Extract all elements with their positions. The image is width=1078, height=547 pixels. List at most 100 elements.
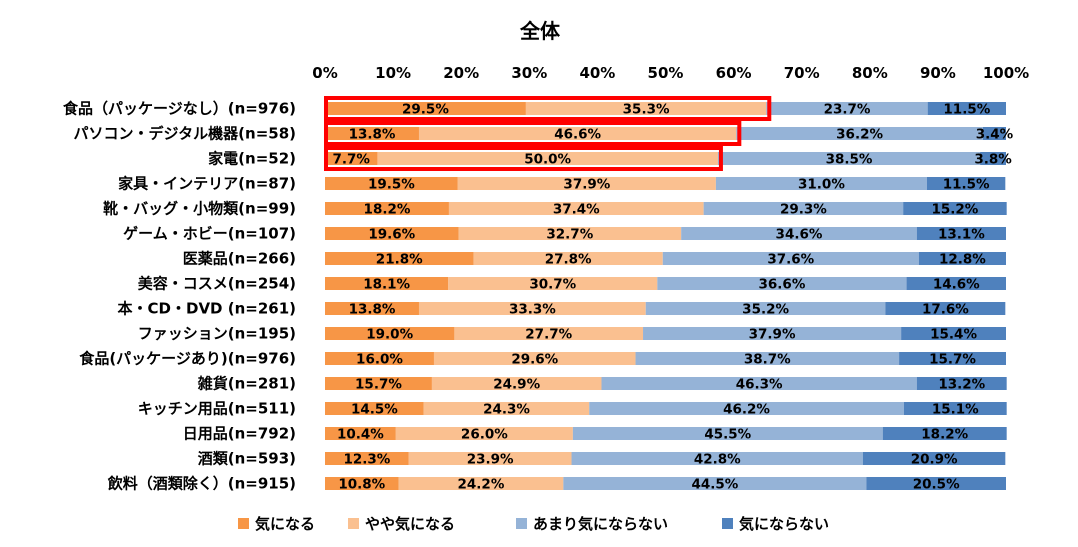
bar-segment xyxy=(325,402,424,415)
category-label: 家具・インテリア(n=87) xyxy=(118,175,296,193)
data-label: 18.2% xyxy=(921,427,968,443)
category-labels: 食品（パッケージなし）(n=976) パソコン・デジタル機器(n=58) 家電(n=… xyxy=(63,100,296,493)
bar-segment xyxy=(982,127,1006,140)
x-axis: 0% 10% 20% 30% 40% 50% 60% 70% 80% 90% 100% xyxy=(312,64,1029,82)
data-label: 15.2% xyxy=(932,202,979,218)
bar-segment xyxy=(433,352,636,365)
chart-title: 全体 xyxy=(519,19,561,43)
category-label: パソコン・デジタル機器(n=58) xyxy=(73,125,296,143)
bar-segment xyxy=(325,427,396,440)
legend: 気になる やや気になる あまり気にならない 気にならない xyxy=(238,515,829,533)
legend-swatch xyxy=(516,518,527,529)
bar-segment xyxy=(423,402,590,415)
category-label: 雑貨(n=281) xyxy=(197,375,296,393)
bar-segment xyxy=(325,152,378,165)
category-label: キッチン用品(n=511) xyxy=(138,400,296,418)
bar-segment xyxy=(736,127,983,140)
data-label: 34.6% xyxy=(776,227,823,243)
bar-segment xyxy=(325,102,526,115)
data-label: 37.4% xyxy=(553,202,600,218)
bar-segment xyxy=(885,302,1006,315)
bar-segment xyxy=(325,177,458,190)
data-label: 19.0% xyxy=(366,327,413,343)
data-label: 15.7% xyxy=(355,377,402,393)
data-label: 29.3% xyxy=(780,202,827,218)
x-tick-label: 40% xyxy=(579,64,615,82)
bar-segment xyxy=(325,277,449,290)
bar-segment xyxy=(448,202,704,215)
bar-segment xyxy=(525,102,767,115)
data-label: 24.3% xyxy=(483,402,530,418)
x-tick-label: 10% xyxy=(375,64,411,82)
data-label: 37.9% xyxy=(563,177,610,193)
data-label: 13.8% xyxy=(349,127,396,143)
data-label: 21.8% xyxy=(376,252,423,268)
data-label: 35.2% xyxy=(742,302,789,318)
bar-segment xyxy=(395,427,573,440)
bar-segment xyxy=(657,277,907,290)
bar-segment xyxy=(431,377,602,390)
bar-segment xyxy=(398,477,564,490)
data-label: 24.2% xyxy=(458,477,505,493)
data-label: 10.8% xyxy=(338,477,385,493)
bar-segment xyxy=(563,477,867,490)
bar-segment xyxy=(418,302,646,315)
bar-segment xyxy=(635,352,900,365)
data-label: 46.3% xyxy=(736,377,783,393)
bar-segment xyxy=(571,452,863,465)
bar-segment xyxy=(901,327,1006,340)
bar-segment xyxy=(457,177,716,190)
data-label: 38.7% xyxy=(744,352,791,368)
legend-swatch xyxy=(348,518,359,529)
bar-segment xyxy=(454,327,644,340)
bar-segment xyxy=(866,477,1006,490)
data-label: 37.6% xyxy=(767,252,814,268)
data-label: 20.5% xyxy=(913,477,960,493)
bar-segment xyxy=(589,402,904,415)
bar-segment xyxy=(572,427,883,440)
bar-segment xyxy=(980,152,1006,165)
category-label: 日用品(n=792) xyxy=(183,425,296,443)
data-label: 23.9% xyxy=(467,452,514,468)
bar-segment xyxy=(325,452,409,465)
bar-segment xyxy=(903,402,1007,415)
data-label: 10.4% xyxy=(337,427,384,443)
x-tick-label: 90% xyxy=(920,64,956,82)
category-label: ファッション(n=195) xyxy=(138,325,296,343)
x-tick-label: 30% xyxy=(511,64,547,82)
data-label: 13.1% xyxy=(938,227,985,243)
data-label: 19.5% xyxy=(368,177,415,193)
data-label: 46.2% xyxy=(723,402,770,418)
x-tick-label: 20% xyxy=(443,64,479,82)
bar-segment xyxy=(662,252,919,265)
bar-segment xyxy=(903,202,1007,215)
x-tick-label: 100% xyxy=(983,64,1029,82)
data-label: 14.5% xyxy=(351,402,398,418)
data-label: 19.6% xyxy=(368,227,415,243)
data-label: 13.8% xyxy=(349,302,396,318)
data-label: 37.9% xyxy=(749,327,796,343)
bar-segment xyxy=(681,227,917,240)
category-label: 家電(n=52) xyxy=(208,150,296,168)
data-label: 29.5% xyxy=(402,102,449,118)
data-label: 11.5% xyxy=(943,102,990,118)
bar-segment xyxy=(927,102,1006,115)
bar-segment xyxy=(766,102,928,115)
bar-segment xyxy=(325,302,419,315)
category-label: 食品(パッケージあり)(n=976) xyxy=(79,350,296,368)
data-label: 3.8% xyxy=(974,152,1012,168)
data-label: 24.9% xyxy=(493,377,540,393)
data-label: 33.3% xyxy=(509,302,556,318)
bar-segment xyxy=(643,327,902,340)
data-label: 11.5% xyxy=(943,177,990,193)
data-label: 15.4% xyxy=(930,327,977,343)
bar-segment xyxy=(458,227,682,240)
bar-segment xyxy=(703,202,904,215)
bar-segment xyxy=(325,252,474,265)
highlight-box xyxy=(324,96,772,121)
data-label: 36.2% xyxy=(836,127,883,143)
data-label: 3.4% xyxy=(976,127,1014,143)
bar-segment xyxy=(377,152,718,165)
bar-segment xyxy=(325,477,399,490)
bar-segment xyxy=(882,427,1007,440)
